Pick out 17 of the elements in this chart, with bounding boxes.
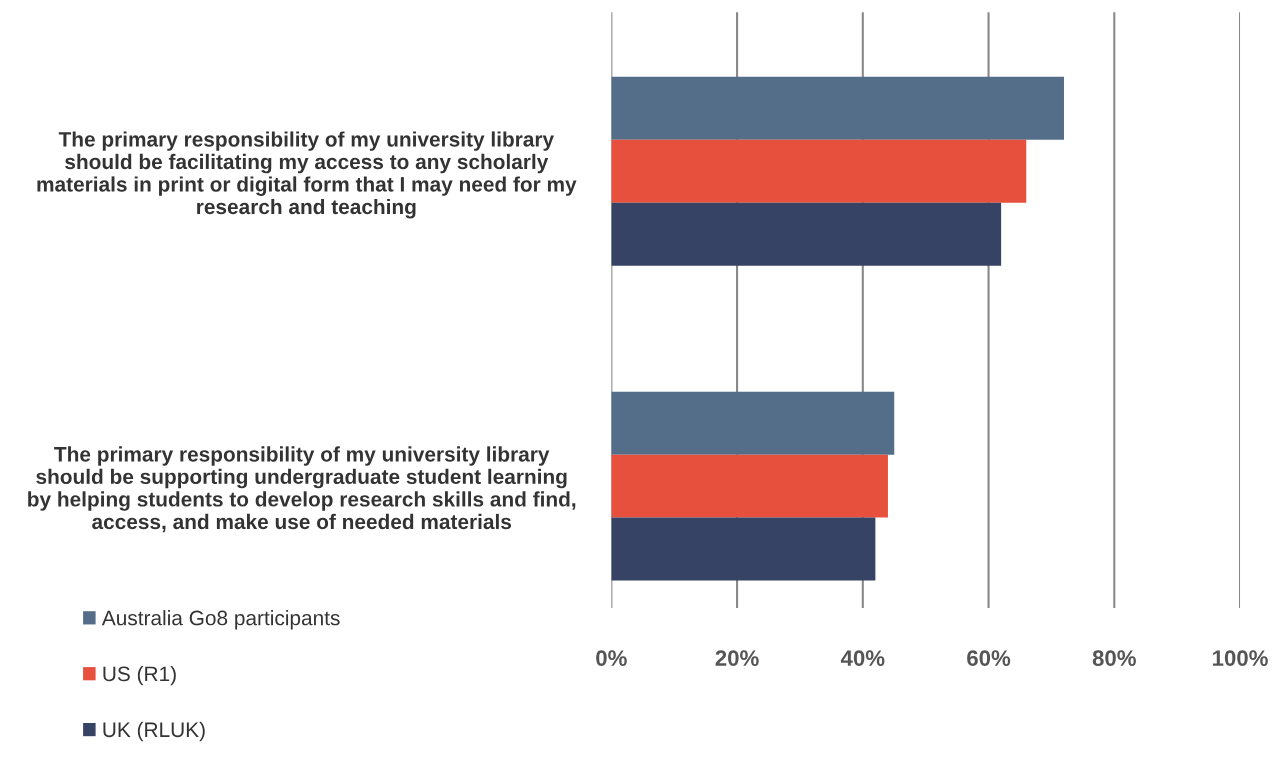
x-tick-label: 100%	[1213, 650, 1268, 666]
bar	[611, 76, 1064, 140]
x-tick-label: 20%	[715, 650, 759, 666]
x-tick-label: 40%	[840, 650, 885, 666]
y-tick-label: The primary responsibility of my university library should be facilitating my access to any scholarly materials in print or digital form that I may need for my research and teaching	[37, 131, 577, 219]
legend-label: Australia Go8 participants	[101, 610, 340, 630]
y-tick-label: The primary responsibility of my university library should be supporting undergraduate student learning by helping students to develop research skills and find, access, and make use of needed materials	[28, 446, 576, 533]
legend-label: US (R1)	[103, 665, 176, 686]
bar	[611, 139, 1027, 203]
x-tick-label: 60%	[967, 650, 1011, 666]
legend-label: UK (RLUK)	[103, 721, 205, 742]
x-tick-label: 80%	[1092, 650, 1136, 666]
x-tick-label: 0%	[596, 650, 627, 666]
bar	[611, 517, 876, 581]
bar	[611, 454, 888, 518]
bar	[611, 391, 895, 455]
bar	[611, 202, 1002, 266]
